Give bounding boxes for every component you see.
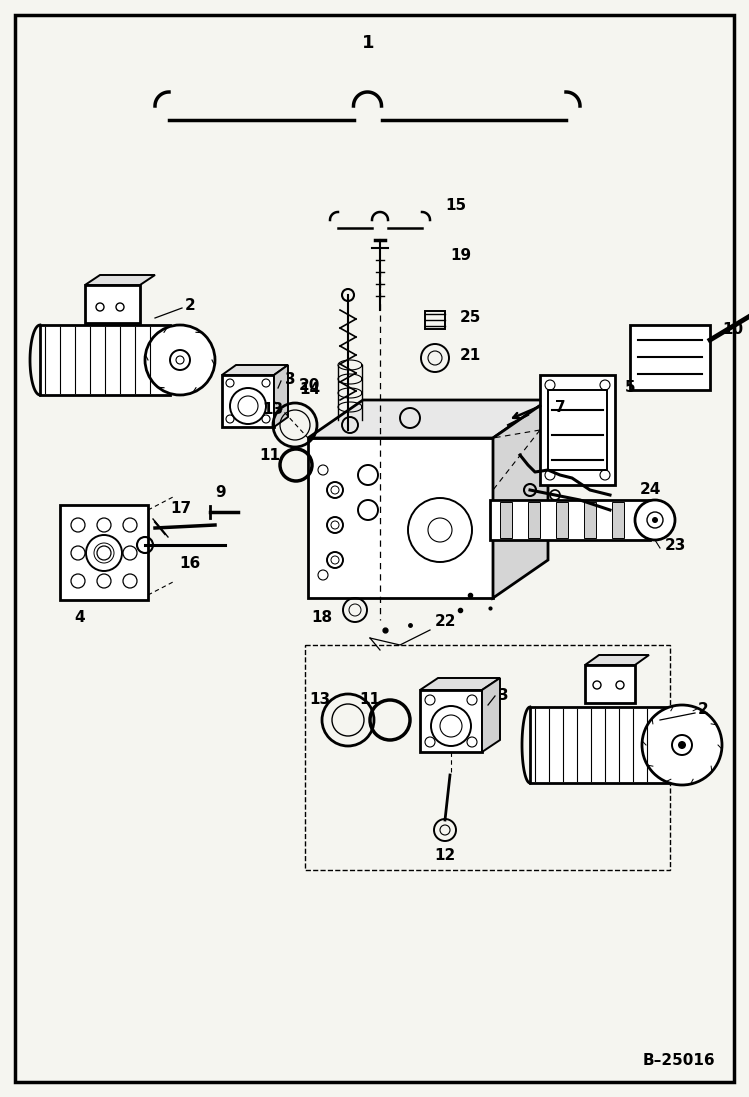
Text: 4: 4 xyxy=(75,610,85,625)
Text: 20: 20 xyxy=(299,377,320,393)
Polygon shape xyxy=(482,678,500,753)
Bar xyxy=(630,325,710,391)
Text: 17: 17 xyxy=(170,501,191,516)
Text: 1: 1 xyxy=(362,34,374,52)
Text: 15: 15 xyxy=(445,197,466,213)
Bar xyxy=(222,375,274,427)
Bar xyxy=(60,505,148,600)
Bar xyxy=(425,312,445,329)
Text: 3: 3 xyxy=(285,373,296,387)
Text: 18: 18 xyxy=(311,611,332,625)
Polygon shape xyxy=(274,365,288,427)
Bar xyxy=(540,375,615,485)
Text: 9: 9 xyxy=(215,485,225,500)
Polygon shape xyxy=(85,275,155,285)
Text: 7: 7 xyxy=(555,400,565,416)
Text: 10: 10 xyxy=(722,323,743,338)
Polygon shape xyxy=(585,655,649,665)
Text: 5: 5 xyxy=(625,381,636,396)
Circle shape xyxy=(145,325,215,395)
Text: 14: 14 xyxy=(299,383,320,397)
Polygon shape xyxy=(420,678,500,690)
Text: 2: 2 xyxy=(185,297,195,313)
Bar xyxy=(612,502,624,538)
Text: 23: 23 xyxy=(665,538,686,553)
Polygon shape xyxy=(308,438,493,598)
Text: 22: 22 xyxy=(435,614,456,630)
Bar xyxy=(490,500,650,540)
Bar xyxy=(528,502,540,538)
Circle shape xyxy=(652,517,658,523)
Text: 25: 25 xyxy=(460,310,482,326)
Text: 13: 13 xyxy=(309,692,330,708)
Polygon shape xyxy=(308,400,548,438)
Bar xyxy=(548,391,607,470)
Text: B–25016: B–25016 xyxy=(643,1053,715,1068)
Text: 21: 21 xyxy=(460,349,482,363)
Bar xyxy=(40,325,170,395)
Text: 16: 16 xyxy=(179,556,201,572)
Text: 11: 11 xyxy=(359,692,380,708)
Circle shape xyxy=(642,705,722,785)
Text: 2: 2 xyxy=(698,702,709,717)
Circle shape xyxy=(635,500,675,540)
Bar xyxy=(585,665,635,703)
Polygon shape xyxy=(493,400,548,598)
Bar xyxy=(420,690,482,753)
Polygon shape xyxy=(222,365,288,375)
Bar xyxy=(500,502,512,538)
Bar xyxy=(584,502,596,538)
Text: 24: 24 xyxy=(640,483,661,498)
Bar xyxy=(530,706,670,783)
Text: 13: 13 xyxy=(262,403,283,418)
Bar xyxy=(85,285,140,323)
Text: 11: 11 xyxy=(259,448,280,463)
Text: 3: 3 xyxy=(498,688,509,702)
Text: 12: 12 xyxy=(434,848,455,863)
Bar xyxy=(556,502,568,538)
Text: 19: 19 xyxy=(450,248,471,262)
Circle shape xyxy=(678,740,686,749)
